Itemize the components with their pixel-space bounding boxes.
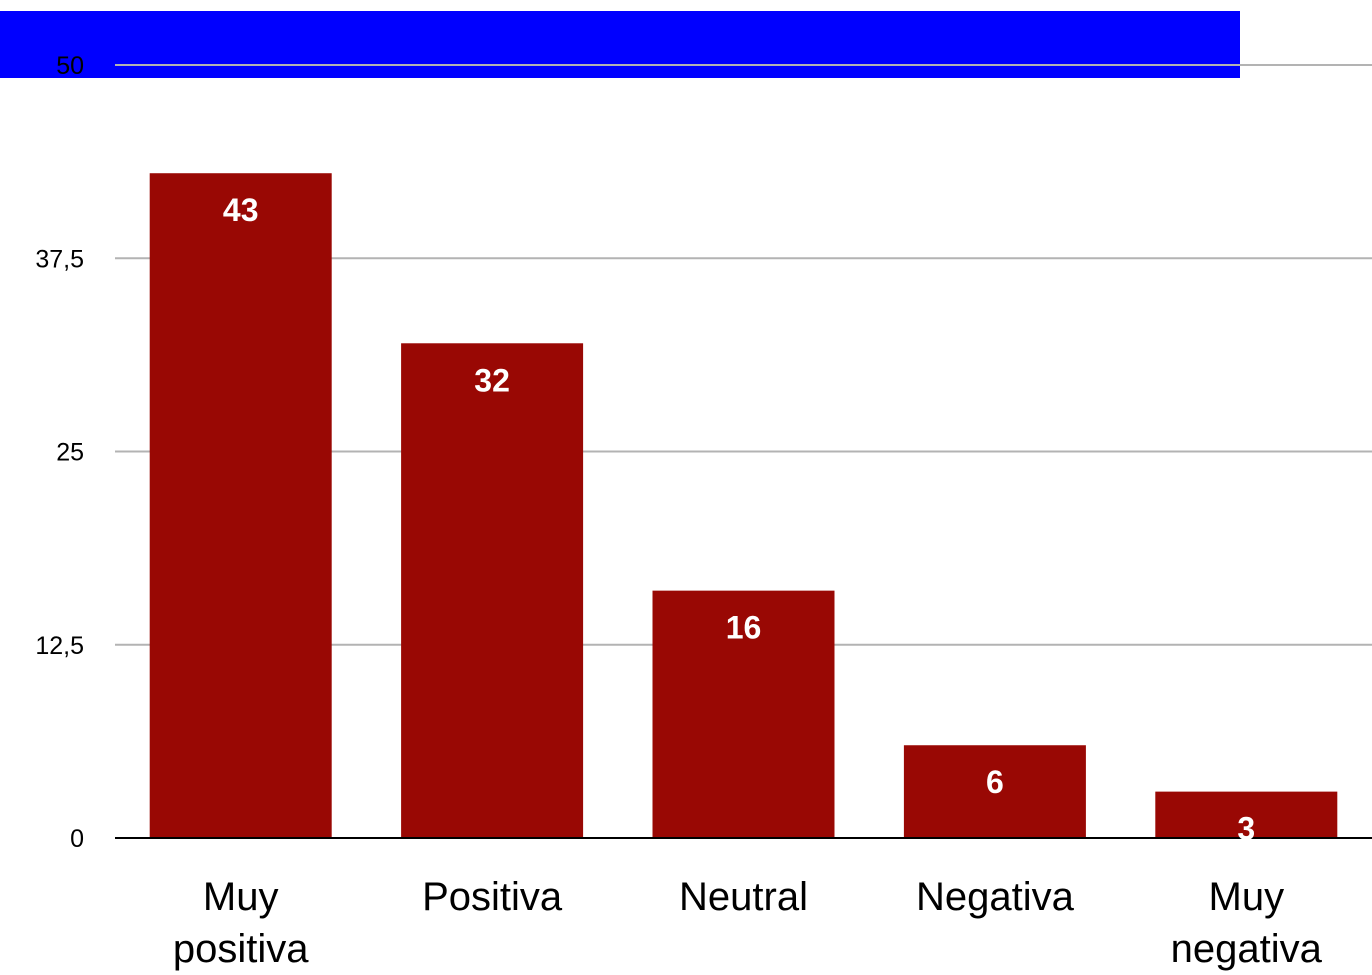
labels: 0 12,5 25 37,5 50 43 Muy positiva 32 Positiva 16 Ne… xyxy=(35,52,1322,971)
category-label: Neutral xyxy=(679,875,808,919)
value-label: 3 xyxy=(1237,811,1255,847)
value-label: 43 xyxy=(223,192,259,228)
bar xyxy=(903,745,1086,838)
bars xyxy=(149,173,1338,839)
top-banner xyxy=(0,11,1240,78)
category-label: Negativa xyxy=(916,875,1075,919)
category-label: Muy positiva xyxy=(173,875,309,971)
bar xyxy=(401,343,584,838)
category-label: Positiva xyxy=(422,875,563,919)
category-label: Muy negativa xyxy=(1171,875,1323,971)
y-tick-label: 0 xyxy=(70,825,84,853)
value-label: 32 xyxy=(474,362,510,398)
value-label: 6 xyxy=(986,764,1004,800)
bar xyxy=(1155,791,1338,838)
y-tick-label: 25 xyxy=(56,439,84,467)
bar xyxy=(149,173,332,839)
bar xyxy=(652,590,835,838)
value-label: 16 xyxy=(726,610,762,646)
y-tick-label: 50 xyxy=(56,52,84,80)
y-tick-label: 12,5 xyxy=(35,632,84,660)
y-tick-label: 37,5 xyxy=(35,245,84,273)
